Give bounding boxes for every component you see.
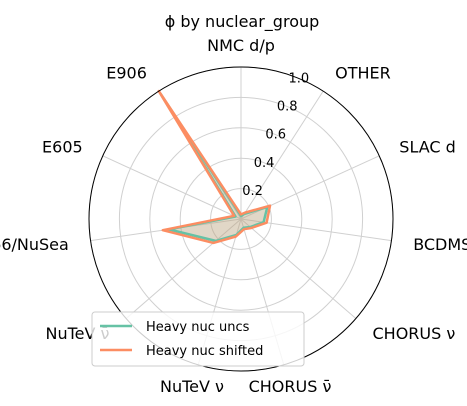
grid-spoke xyxy=(240,90,324,220)
radial-tick-label: 0.4 xyxy=(254,156,275,171)
radial-tick-label: 0.2 xyxy=(242,184,263,199)
legend-label-uncs: Heavy nuc uncs xyxy=(146,320,250,335)
grid-spoke xyxy=(125,218,242,319)
radial-tick-label: 1.0 xyxy=(288,71,309,86)
grid-spoke xyxy=(240,218,357,319)
grid-spoke xyxy=(102,155,242,220)
category-label: NuTeV ν xyxy=(160,377,224,396)
category-label: CHORUS ν̄ xyxy=(249,377,332,396)
category-label: CHORUS ν xyxy=(373,324,456,343)
radial-tick-label: 0.6 xyxy=(265,128,286,143)
category-label: NMC d/p xyxy=(207,36,275,55)
category-labels: NMC d/p OTHER SLAC d BCDMS d CHORUS ν CHORUS … xyxy=(0,36,467,396)
chart-title: ϕ by nuclear_group xyxy=(165,12,320,32)
category-label: E605 xyxy=(42,138,83,157)
category-label: BCDMS d xyxy=(413,235,467,254)
radial-tick-labels: 0.2 0.4 0.6 0.8 1.0 xyxy=(242,71,309,198)
category-label: E906 xyxy=(106,64,147,83)
radial-tick-label: 0.8 xyxy=(277,100,298,115)
category-label: OTHER xyxy=(335,64,391,83)
legend-label-shifted: Heavy nuc shifted xyxy=(146,344,263,359)
legend-box xyxy=(91,311,305,367)
series-lines xyxy=(157,89,272,245)
category-label: SLAC d xyxy=(399,138,456,157)
legend: Heavy nuc uncs Heavy nuc shifted xyxy=(91,311,305,367)
series-line-1 xyxy=(157,89,272,245)
category-label: E866/NuSea xyxy=(0,235,69,254)
outer-frame xyxy=(88,66,394,372)
